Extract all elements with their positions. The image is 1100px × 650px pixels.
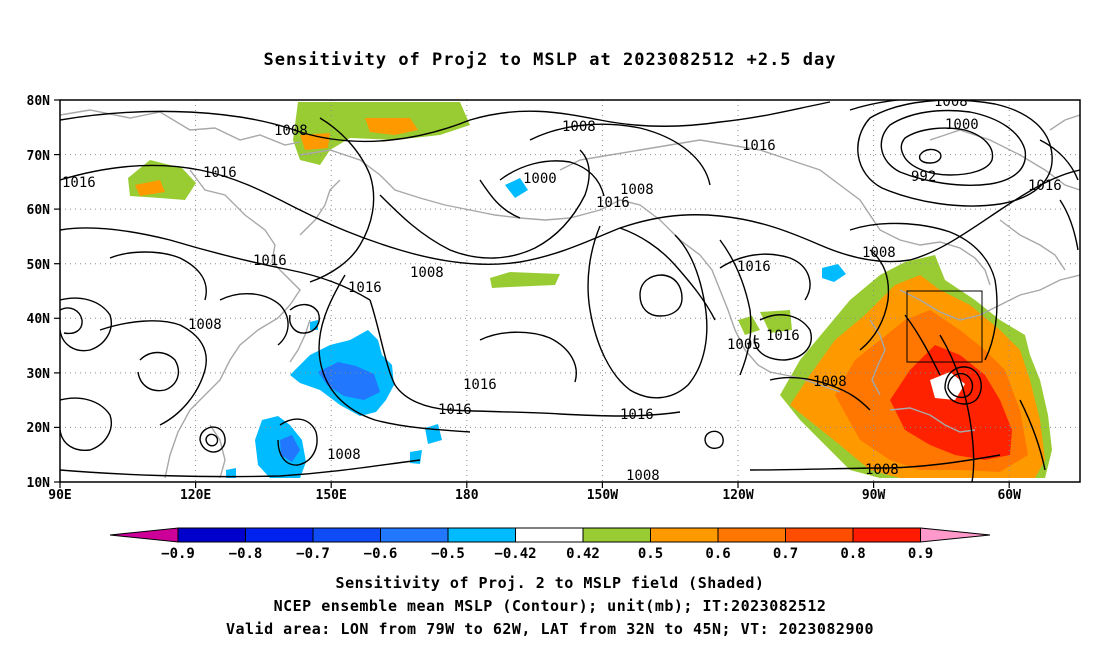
- colorbar-bin: [245, 527, 314, 543]
- coastlines: [60, 109, 1080, 479]
- lon-tick-label: 90W: [862, 488, 886, 503]
- contour-label: 1008: [862, 245, 896, 261]
- colorbar-bin: [920, 527, 991, 543]
- axis-ticks: [54, 99, 1010, 488]
- lat-tick-label: 10N: [27, 476, 51, 491]
- colorbar-label: −0.42: [494, 546, 536, 562]
- colorbar-label: −0.7: [296, 546, 330, 562]
- contour-label: 1016: [742, 138, 776, 154]
- contour-label: 1008: [274, 123, 308, 139]
- shade-alaska-green: [293, 102, 470, 165]
- contour-label: 1008: [934, 94, 968, 110]
- valid-area-box: [906, 290, 983, 363]
- colorbar-bin: [582, 527, 651, 543]
- contour-label: 1008: [865, 462, 899, 478]
- lat-tick-label: 50N: [27, 258, 51, 273]
- graticule: [60, 100, 1080, 482]
- footer-contour-caption: NCEP ensemble mean MSLP (Contour); unit(…: [273, 597, 827, 615]
- contour-label: 1016: [1028, 178, 1062, 194]
- colorbar-label: 0.5: [638, 546, 663, 562]
- colorbar-label: 0.6: [705, 546, 730, 562]
- contour-label: 1008: [562, 119, 596, 135]
- colorbar-bin: [650, 527, 719, 543]
- map-frame: [59, 99, 1081, 483]
- contour-label: 1005: [727, 337, 761, 353]
- shade-japan-midblue: [280, 435, 300, 462]
- lat-tick-label: 80N: [27, 94, 51, 109]
- colorbar-label: 0.7: [773, 546, 798, 562]
- colorbar-bin: [515, 527, 584, 543]
- shade-siberia-orange: [135, 180, 165, 196]
- lat-tick-label: 30N: [27, 367, 51, 382]
- colorbar-bin: [447, 527, 516, 543]
- colorbar-label: −0.9: [161, 546, 195, 562]
- shade-east-red: [890, 345, 1012, 460]
- contour-label: 1016: [596, 195, 630, 211]
- shade-pacific-midblue: [318, 362, 380, 400]
- colorbar-labels: −0.9 −0.8 −0.7 −0.6 −0.5 −0.42 0.42 0.5 …: [161, 546, 933, 562]
- colorbar-label: −0.6: [364, 546, 398, 562]
- contour-label: 992: [911, 169, 936, 185]
- contour-labels: 1008 1016 1016 1008 1016 1008 1000 1008 …: [62, 94, 1062, 484]
- contour-label: 1008: [410, 265, 444, 281]
- contour-label: 1016: [620, 407, 654, 423]
- lat-tick-labels: 80N 70N 60N 50N 40N 30N 20N 10N: [27, 94, 51, 491]
- contour-label: 1016: [62, 175, 96, 191]
- contour-label: 1000: [523, 171, 557, 187]
- colorbar-bin: [380, 527, 449, 543]
- contour-label: 1016: [348, 280, 382, 296]
- contour-label: 1008: [813, 374, 847, 390]
- shade-alaska-orange: [365, 118, 418, 135]
- lat-tick-label: 20N: [27, 421, 51, 436]
- colorbar-bin: [717, 527, 786, 543]
- lat-tick-label: 60N: [27, 203, 51, 218]
- colorbar-label: −0.8: [229, 546, 263, 562]
- contour-label: 1016: [737, 259, 771, 275]
- colorbar-label: 0.9: [908, 546, 933, 562]
- lon-tick-label: 150E: [316, 488, 347, 503]
- colorbar-label: 0.8: [840, 546, 865, 562]
- colorbar: [109, 527, 991, 543]
- colorbar-bin: [312, 527, 381, 543]
- negative-shading: [226, 178, 846, 478]
- chart-title: Sensitivity of Proj2 to MSLP at 20230825…: [263, 50, 837, 70]
- contour-label: 1008: [188, 317, 222, 333]
- contour-label: 1008: [620, 182, 654, 198]
- lat-tick-label: 70N: [27, 149, 51, 164]
- lon-tick-label: 120E: [180, 488, 211, 503]
- lon-tick-label: 150W: [587, 488, 618, 503]
- footer-valid-area-caption: Valid area: LON from 79W to 62W, LAT fro…: [225, 620, 875, 638]
- contour-label: 1016: [253, 253, 287, 269]
- colorbar-label: 0.42: [566, 546, 600, 562]
- lon-tick-labels: 90E 120E 150E 180 150W 120W 90W 60W: [48, 488, 1021, 503]
- lat-tick-label: 40N: [27, 312, 51, 327]
- contour-label: 1016: [203, 165, 237, 181]
- shade-pacific-green: [490, 272, 560, 288]
- mslp-contours: [60, 100, 1080, 482]
- contour-label: 1008: [626, 468, 660, 484]
- positive-shading: [128, 102, 1052, 478]
- contour-label: 1016: [766, 328, 800, 344]
- footer-shading-caption: Sensitivity of Proj. 2 to MSLP field (Sh…: [335, 574, 765, 592]
- contour-label: 1016: [438, 402, 472, 418]
- lon-tick-label: 60W: [997, 488, 1021, 503]
- colorbar-bin: [785, 527, 854, 543]
- contour-label: 1008: [327, 447, 361, 463]
- colorbar-bin: [852, 527, 921, 543]
- colorbar-label: −0.5: [431, 546, 465, 562]
- contour-label: 1000: [945, 117, 979, 133]
- shade-baja-green: [738, 310, 792, 335]
- lon-tick-label: 180: [455, 488, 479, 503]
- lon-tick-label: 90E: [48, 488, 71, 503]
- lon-tick-label: 120W: [722, 488, 753, 503]
- contour-label: 1016: [463, 377, 497, 393]
- colorbar-bin: [177, 527, 246, 543]
- colorbar-bin: [109, 527, 179, 543]
